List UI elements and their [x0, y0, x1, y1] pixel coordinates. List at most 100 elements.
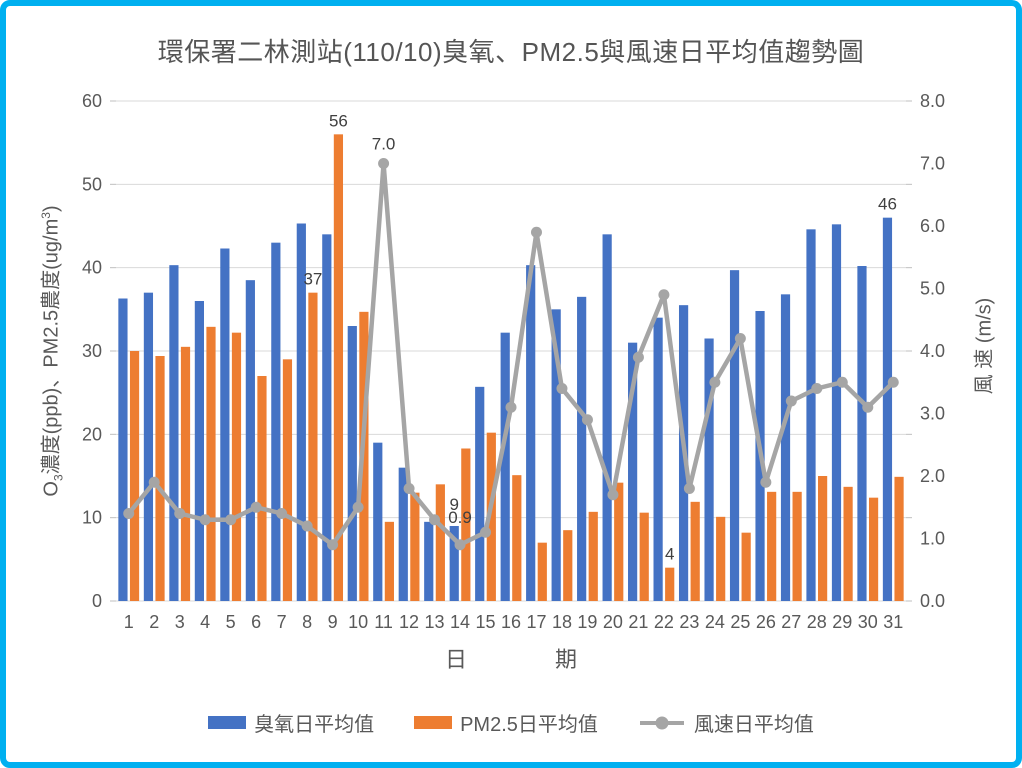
legend: 臭氧日平均值 PM2.5日平均值 風速日平均值: [6, 708, 1016, 737]
pm25-bar-day-3: [180, 346, 191, 601]
wind-marker-day-27: [785, 395, 797, 407]
wind-marker-day-2: [148, 476, 160, 488]
ozone-bar-day-18: [551, 309, 561, 601]
ozone-bar-day-10: [347, 326, 357, 601]
x-axis-tick-label: 3: [175, 612, 185, 632]
wind-line: [126, 161, 895, 547]
wind-marker-day-6: [250, 501, 262, 513]
wind-marker-day-14: [454, 539, 466, 551]
right-axis-tick-label: 7.0: [920, 154, 945, 174]
wind-marker-day-4: [199, 514, 211, 526]
ozone-bar-day-6: [245, 280, 255, 601]
pm25-bar-day-1: [129, 351, 140, 601]
pm25-bar-day-28: [818, 476, 828, 601]
x-axis-tick-label: 15: [476, 612, 496, 632]
right-axis-tick-label: 8.0: [920, 91, 945, 111]
wind-marker-day-19: [581, 414, 593, 426]
wind-line-swatch-icon: [639, 716, 684, 729]
x-axis-tick-label: 20: [603, 612, 623, 632]
x-axis-tick-label: 24: [705, 612, 725, 632]
x-axis-tick-label: 1: [124, 612, 134, 632]
x-axis-tick-label: 17: [526, 612, 546, 632]
ozone-data-label-day-31: 46: [878, 195, 897, 214]
pm25-bar-day-26: [767, 491, 777, 601]
pm25-bar-day-11: [384, 521, 394, 601]
left-axis-tick-label: 50: [82, 174, 102, 194]
left-axis-tick-label: 20: [82, 424, 102, 444]
x-axis-tick-label: 5: [226, 612, 236, 632]
left-axis-tick-label: 60: [82, 91, 102, 111]
x-axis-tick-label: 30: [858, 612, 878, 632]
x-axis-tick-label: 8: [302, 612, 312, 632]
right-axis-tick-label: 2.0: [920, 466, 945, 486]
pm25-bar-day-24: [716, 516, 726, 601]
wind-marker-day-10: [352, 501, 364, 513]
wind-marker-day-28: [811, 383, 823, 394]
right-axis-tick-label: 0.0: [920, 591, 945, 611]
wind-marker-day-1: [123, 508, 135, 519]
ozone-bar-day-12: [398, 467, 408, 601]
ozone-bar-day-27: [780, 294, 791, 601]
wind-data-label-day-11: 7.0: [372, 135, 396, 154]
pm25-bar-day-22: [665, 567, 675, 601]
wind-marker-day-15: [480, 526, 492, 538]
ozone-bar-day-3: [169, 265, 179, 601]
legend-item-pm25: PM2.5日平均值: [414, 708, 598, 737]
ozone-bar-day-13: [424, 521, 434, 601]
ozone-bar-day-22: [653, 317, 663, 601]
wind-marker-day-12: [403, 483, 415, 494]
wind-data-label-day-14: 0.9: [448, 508, 472, 527]
pm25-bar-day-6: [257, 376, 267, 601]
x-axis-tick-label: 19: [577, 612, 597, 632]
right-axis-tick-label: 5.0: [920, 279, 945, 299]
legend-label-wind: 風速日平均值: [693, 714, 814, 736]
right-axis-tick-label: 4.0: [920, 341, 945, 361]
ozone-bar-day-17: [526, 265, 536, 601]
pm25-bar-day-18: [563, 530, 573, 601]
x-axis-tick-label: 27: [781, 612, 801, 632]
chart-title: 環保署二林測站(110/10)臭氧、PM2.5與風速日平均值趨勢圖: [157, 37, 865, 67]
x-axis-tick-label: 7: [277, 612, 287, 632]
plot-area: 0 10 20 30 40 50 60 0.0 1.0 2.0 3.0 4.0 5.0 6.0 7.0 8.0…: [82, 91, 945, 632]
wind-marker-day-3: [174, 508, 186, 519]
wind-marker-day-23: [683, 483, 695, 494]
left-axis-tick-label: 30: [82, 341, 102, 361]
x-axis-tick-label: 29: [832, 612, 852, 632]
ozone-bar-day-19: [577, 296, 587, 601]
legend-label-ozone: 臭氧日平均值: [254, 714, 375, 736]
pm25-data-label-day-8: 37: [303, 270, 322, 289]
ozone-bar-day-5: [220, 248, 230, 601]
ozone-bar-swatch-icon: [208, 716, 247, 729]
pm25-bar-day-16: [512, 475, 522, 601]
x-axis-tick-label: 21: [628, 612, 648, 632]
x-axis-tick-label: 10: [348, 612, 368, 632]
x-axis-tick-label: 16: [501, 612, 521, 632]
pm25-bar-day-30: [868, 497, 879, 601]
wind-marker-day-29: [836, 376, 848, 388]
wind-marker-day-24: [709, 376, 721, 388]
left-axis-tick-label: 10: [82, 508, 102, 528]
wind-marker-day-7: [276, 508, 288, 519]
ozone-bar-day-9: [322, 234, 332, 602]
x-axis-tick-label: 13: [425, 612, 445, 632]
x-axis-title: 日 期: [444, 647, 577, 672]
ozone-bar-day-20: [602, 234, 612, 602]
ozone-bar-day-15: [475, 386, 485, 601]
ozone-data-label-day-14: 9: [449, 495, 458, 514]
legend-label-pm25: PM2.5日平均值: [460, 714, 598, 736]
ozone-bar-day-11: [373, 442, 383, 601]
pm25-bar-day-4: [206, 326, 216, 601]
pm25-bar-day-15: [486, 432, 496, 601]
wind-marker-day-31: [887, 376, 899, 388]
ozone-bar-day-28: [806, 229, 816, 602]
ozone-bar-day-16: [500, 332, 510, 601]
wind-marker-day-17: [530, 226, 542, 238]
wind-marker-day-22: [658, 289, 670, 301]
ozone-bar-day-2: [143, 292, 154, 601]
x-axis-tick-label: 25: [730, 612, 750, 632]
left-axis-tick-label: 0: [92, 591, 102, 611]
ozone-bar-day-14: [449, 526, 459, 601]
right-axis-tick-label: 6.0: [920, 216, 945, 236]
right-axis-title: 風 速 (m/s): [973, 297, 996, 395]
ozone-bar-day-29: [831, 224, 842, 602]
